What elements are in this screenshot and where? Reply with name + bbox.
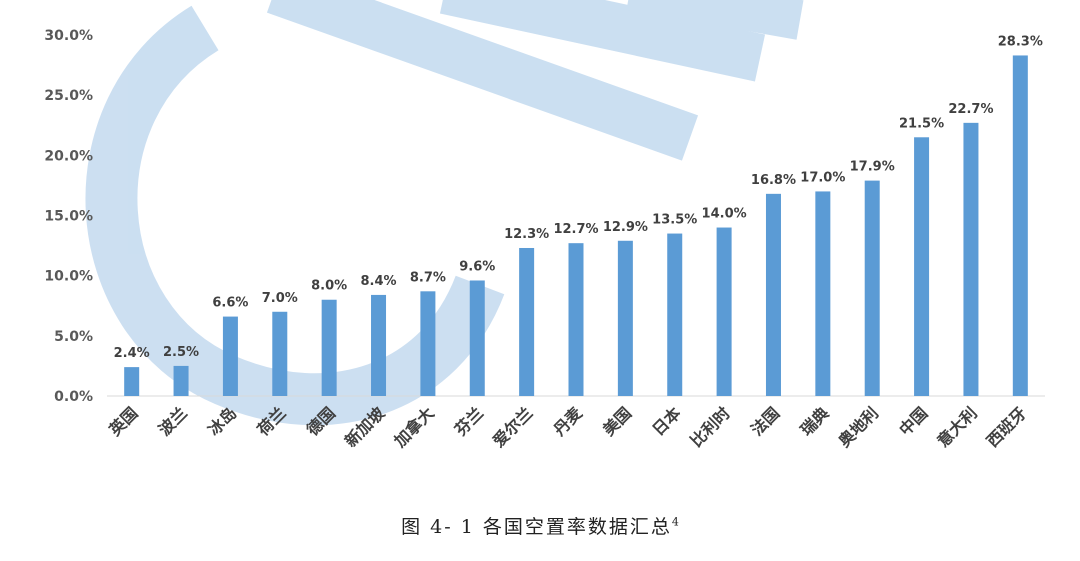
data-label: 22.7%	[948, 102, 993, 117]
data-label: 17.9%	[850, 160, 895, 175]
data-label: 8.7%	[410, 270, 446, 285]
bar	[321, 299, 337, 396]
y-tick-label: 5.0%	[54, 329, 93, 345]
y-tick-label: 15.0%	[44, 209, 93, 225]
data-label: 17.0%	[800, 170, 845, 185]
bar	[519, 247, 535, 396]
data-label: 12.9%	[603, 220, 648, 235]
bar	[765, 193, 781, 396]
data-labels: 2.4% 2.5% 6.6% 7.0% 8.0% 8.4% 8.7% 9.6% 12.3% 12.…	[114, 34, 1043, 361]
data-label: 2.5%	[163, 345, 199, 360]
data-label: 2.4%	[114, 346, 150, 361]
data-label: 14.0%	[702, 207, 747, 222]
y-tick-label: 30.0%	[44, 28, 93, 44]
data-label: 12.3%	[504, 227, 549, 242]
data-label: 7.0%	[262, 291, 298, 306]
category-label: 芬兰	[450, 403, 487, 440]
category-label: 波兰	[155, 403, 191, 439]
caption-superscript: 4	[671, 515, 679, 529]
bar	[617, 240, 633, 396]
category-label: 比利时	[687, 403, 734, 450]
bar	[371, 294, 387, 396]
y-tick-label: 0.0%	[54, 389, 93, 405]
data-label: 9.6%	[459, 259, 495, 274]
data-label: 8.0%	[311, 279, 347, 294]
data-label: 6.6%	[212, 296, 248, 311]
category-label: 法国	[747, 403, 783, 439]
bar	[222, 316, 238, 396]
bar	[667, 233, 683, 396]
data-label: 12.7%	[553, 222, 598, 237]
bar	[864, 180, 880, 396]
data-label: 28.3%	[998, 34, 1043, 49]
category-label: 奥地利	[835, 403, 882, 450]
data-label: 13.5%	[652, 213, 697, 228]
bar	[124, 367, 140, 396]
y-axis: 0.0% 5.0% 10.0% 15.0% 20.0% 25.0% 30.0%	[44, 28, 93, 405]
bar	[469, 280, 485, 396]
category-label: 日本	[648, 403, 684, 439]
bar	[914, 137, 930, 397]
y-tick-label: 10.0%	[44, 269, 93, 285]
bar	[1012, 55, 1028, 396]
category-label: 瑞典	[797, 403, 833, 439]
bar	[568, 243, 584, 396]
data-label: 21.5%	[899, 116, 944, 131]
y-tick-label: 20.0%	[44, 148, 93, 164]
category-label: 爱尔兰	[489, 403, 536, 450]
data-label: 16.8%	[751, 173, 796, 188]
figure-caption: 图 4- 1 各国空置率数据汇总4	[0, 512, 1080, 539]
bar	[963, 122, 979, 397]
category-label: 英国	[105, 403, 142, 440]
bars	[124, 55, 1028, 397]
bar	[815, 191, 831, 396]
data-label: 8.4%	[360, 274, 396, 289]
bar	[272, 311, 288, 396]
bar	[420, 291, 436, 396]
category-label: 加拿大	[390, 403, 438, 451]
category-label: 美国	[599, 403, 635, 439]
category-label: 丹麦	[550, 403, 587, 440]
category-label: 中国	[895, 403, 931, 439]
category-label: 西班牙	[983, 403, 1030, 450]
category-label: 意大利	[933, 403, 980, 450]
watermark-logo	[85, 0, 804, 426]
bar	[173, 365, 189, 396]
caption-text: 图 4- 1 各国空置率数据汇总	[401, 516, 672, 538]
bar	[716, 227, 732, 396]
y-tick-label: 25.0%	[44, 88, 93, 104]
